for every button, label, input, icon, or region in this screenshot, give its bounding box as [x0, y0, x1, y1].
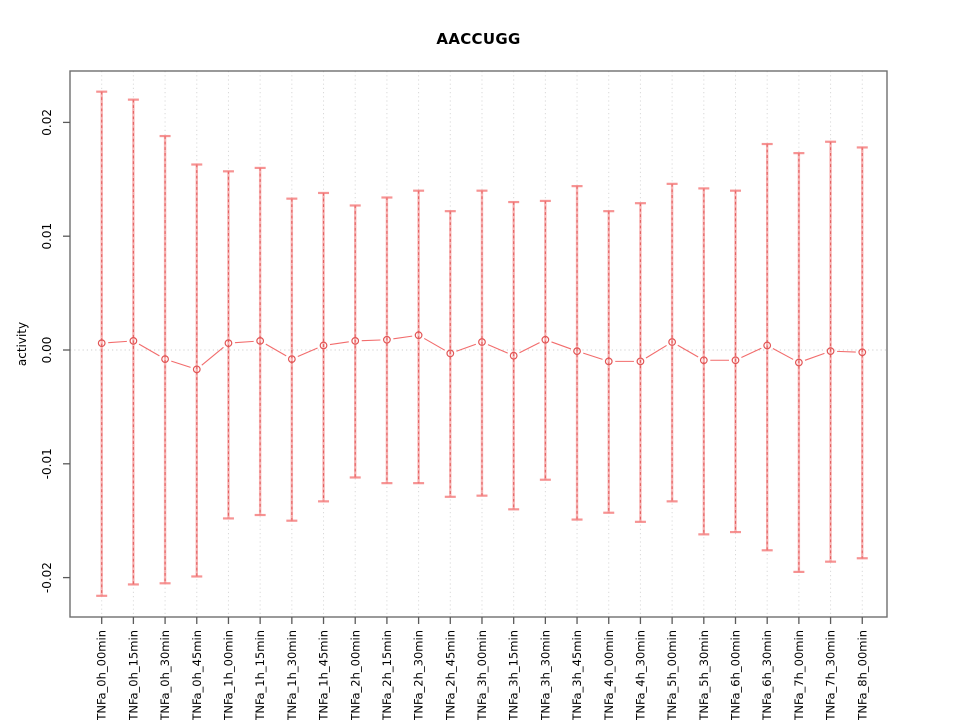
x-tick-label: TNFa_0h_45min [190, 630, 204, 720]
x-tick-label: TNFa_3h_00min [475, 630, 489, 720]
x-tick-label: TNFa_2h_30min [412, 630, 426, 720]
series-segment [487, 344, 508, 354]
x-tick-label: TNFa_0h_15min [126, 630, 140, 720]
series-segment [551, 341, 572, 350]
x-tick-label: TNFa_5h_30min [697, 630, 711, 720]
data-point [763, 341, 772, 350]
x-tick-label: TNFa_8h_00min [855, 630, 869, 720]
data-point [192, 365, 201, 374]
series-segment [645, 344, 667, 359]
series-segment [583, 352, 603, 360]
chart-title: AACCUGG [436, 30, 521, 48]
series-segment [265, 343, 287, 357]
series-segment [234, 340, 254, 344]
data-point [383, 335, 391, 344]
data-point [287, 355, 296, 364]
data-point [794, 358, 803, 367]
y-tick-label: -0.01 [40, 448, 54, 479]
data-point [224, 339, 233, 348]
series-segment [423, 337, 445, 351]
data-point [478, 338, 486, 346]
data-point [129, 336, 138, 345]
data-point [858, 348, 867, 357]
x-tick-label: TNFa_7h_30min [824, 630, 838, 720]
data-point [161, 355, 169, 364]
x-tick-label: TNFa_0h_00min [95, 630, 109, 720]
series-segment [171, 360, 191, 368]
series-segment [329, 341, 349, 346]
x-tick-label: TNFa_4h_30min [633, 630, 647, 720]
data-point [446, 349, 455, 358]
data-point [351, 336, 360, 345]
x-tick-label: TNFa_2h_15min [380, 630, 394, 720]
series-segment [741, 347, 762, 358]
data-point [731, 356, 740, 365]
data-point [604, 357, 613, 366]
series-segment [804, 352, 825, 361]
data-point [636, 357, 645, 366]
y-tick-label: -0.02 [40, 562, 54, 593]
x-tick-label: TNFa_0h_30min [158, 630, 172, 720]
x-tick-label: TNFa_1h_15min [253, 630, 267, 720]
x-tick-label: TNFa_6h_00min [729, 630, 743, 720]
y-tick-label: 0.02 [40, 109, 54, 136]
series-segment [677, 344, 699, 358]
x-tick-label: TNFa_1h_00min [221, 630, 235, 720]
series-segment [297, 347, 318, 358]
x-tick-label: TNFa_1h_45min [317, 630, 331, 720]
x-tick-label: TNFa_5h_00min [665, 630, 679, 720]
x-tick-label: TNFa_4h_00min [602, 630, 616, 720]
x-tick-label: TNFa_3h_30min [538, 630, 552, 720]
data-point [97, 339, 106, 348]
series-segment [456, 343, 477, 352]
data-point [826, 347, 835, 356]
series-segment [138, 343, 160, 357]
data-point [319, 341, 328, 350]
x-tick-label: TNFa_2h_00min [348, 630, 362, 720]
data-point [699, 356, 708, 365]
y-tick-label: 0.01 [40, 223, 54, 250]
x-tick-label: TNFa_1h_30min [285, 630, 299, 720]
series-segment [108, 340, 127, 344]
x-tick-label: TNFa_6h_30min [760, 630, 774, 720]
series-segment [772, 348, 794, 360]
series-segment [201, 346, 224, 366]
data-point [668, 338, 677, 346]
series-segment [519, 342, 540, 354]
data-point [414, 331, 423, 340]
plot-frame [69, 70, 888, 618]
data-point [256, 336, 265, 345]
series-segment [837, 350, 856, 353]
series-segment [361, 339, 381, 342]
data-point [541, 335, 550, 344]
x-tick-label: TNFa_3h_45min [570, 630, 584, 720]
x-tick-label: TNFa_7h_00min [792, 630, 806, 720]
x-tick-label: TNFa_2h_45min [443, 630, 457, 720]
series-segment [393, 335, 413, 340]
data-point [509, 351, 518, 360]
y-tick-label: 0.00 [40, 337, 54, 364]
x-tick-label: TNFa_3h_15min [507, 630, 521, 720]
data-point [573, 347, 581, 356]
